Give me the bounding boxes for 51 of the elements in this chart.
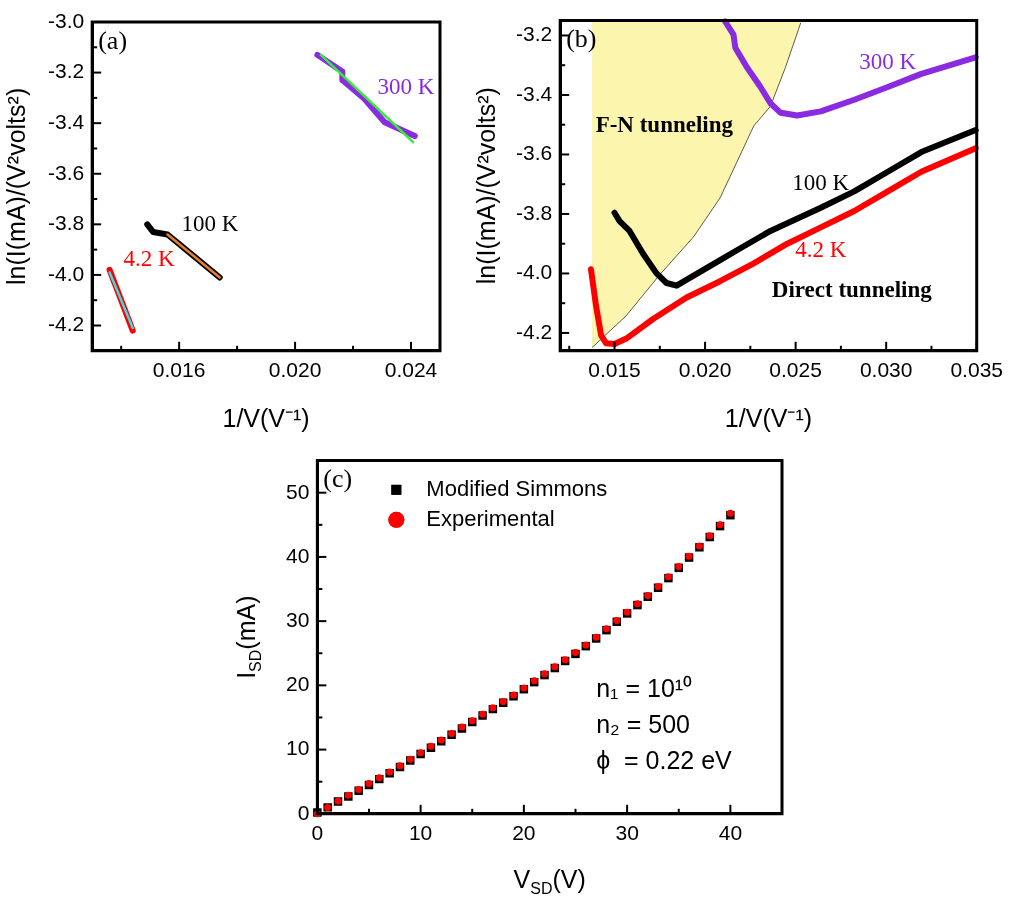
annotation: Direct tunneling xyxy=(771,277,933,303)
annotation: n₂ = 500 xyxy=(596,710,690,739)
x-axis-title: 1/V(V⁻¹) xyxy=(724,403,813,432)
y-tick-label: -3.6 xyxy=(516,141,553,165)
chart-title: (a) xyxy=(98,25,128,55)
y-tick-label: 40 xyxy=(286,543,310,567)
x-tick-label: 0.030 xyxy=(859,358,913,382)
series-label: 4.2 K xyxy=(123,245,176,271)
annotation: n₁ = 10¹⁰ xyxy=(596,674,693,703)
y-tick-label: -4.2 xyxy=(516,319,553,343)
y-axis-title: ln(I(mA)/(V²volts²) xyxy=(471,87,500,285)
annotation: ϕ = 0.22 eV xyxy=(596,746,733,775)
y-axis-title: ln(I(mA)/(V²volts²) xyxy=(1,87,30,285)
x-tick-label: 0.016 xyxy=(152,358,206,382)
legend-label: Experimental xyxy=(426,505,555,531)
chart-title: (b) xyxy=(566,24,597,54)
legend-label: Modified Simmons xyxy=(426,475,608,501)
y-tick-label: 30 xyxy=(286,607,310,631)
y-tick-label: -4.0 xyxy=(48,261,85,285)
series-label: 4.2 K xyxy=(795,237,847,263)
y-tick-label: -4.2 xyxy=(48,312,85,336)
x-tick-label: 30 xyxy=(615,821,639,845)
x-tick-label: 0.020 xyxy=(268,358,322,382)
y-tick-label: 50 xyxy=(286,479,310,503)
y-tick-label: 10 xyxy=(286,736,310,760)
y-tick-label: -3.4 xyxy=(516,81,553,105)
x-axis-title: 1/V(V⁻¹) xyxy=(222,403,310,432)
x-tick-label: 0.035 xyxy=(950,358,1004,382)
y-tick-label: -3.4 xyxy=(48,109,85,133)
series-label: 300 K xyxy=(377,73,435,99)
y-tick-label: -3.2 xyxy=(516,22,553,46)
chart-title: (c) xyxy=(323,464,353,494)
x-tick-label: 0.020 xyxy=(678,358,732,382)
y-tick-label: -3.2 xyxy=(48,59,85,83)
y-tick-label: 0 xyxy=(297,800,310,824)
series-label: 300 K xyxy=(859,48,917,74)
x-tick-label: 40 xyxy=(718,821,743,845)
y-tick-label: -3.8 xyxy=(48,211,85,235)
x-tick-label: 0.015 xyxy=(588,358,641,382)
series-label: 100 K xyxy=(181,210,239,236)
x-tick-label: 10 xyxy=(408,821,433,845)
y-axis-title: ISD(mA) xyxy=(231,595,265,679)
x-tick-label: 0.025 xyxy=(769,358,822,382)
y-tick-label: -3.6 xyxy=(48,160,85,184)
annotation: F-N tunneling xyxy=(595,112,734,138)
y-tick-label: -4.0 xyxy=(516,260,553,284)
y-tick-label: -3.0 xyxy=(48,8,85,32)
series-label: 100 K xyxy=(792,169,850,195)
x-tick-label: 0.024 xyxy=(384,358,438,382)
y-tick-label: -3.8 xyxy=(516,200,553,224)
y-tick-label: 20 xyxy=(286,672,310,696)
